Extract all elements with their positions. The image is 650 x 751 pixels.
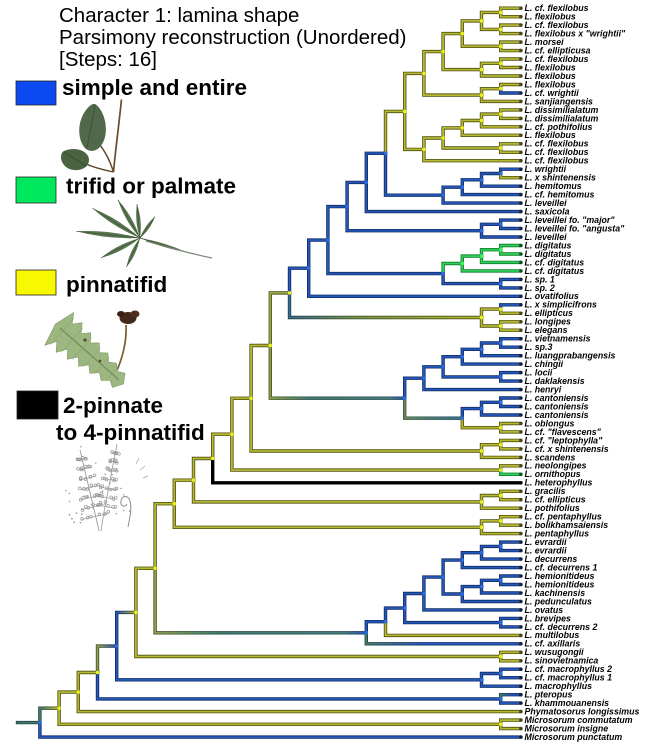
svg-text:L. cf. flexilobus: L. cf. flexilobus (525, 54, 589, 64)
svg-text:L. sanjiangensis: L. sanjiangensis (525, 96, 594, 106)
svg-text:L. daklakensis: L. daklakensis (525, 376, 585, 386)
svg-text:L. decurrens: L. decurrens (525, 554, 578, 564)
svg-text:L. cf. flexilobus: L. cf. flexilobus (525, 147, 589, 157)
svg-text:L. digitatus: L. digitatus (525, 249, 572, 259)
svg-text:L. flexilobus: L. flexilobus (525, 62, 576, 72)
svg-text:L. cf. flexilobus: L. cf. flexilobus (525, 20, 589, 30)
svg-text:L. cf. x shintenensis: L. cf. x shintenensis (525, 444, 609, 454)
svg-text:L. cf. macrophyllus 1: L. cf. macrophyllus 1 (525, 673, 613, 683)
svg-text:L. pteropus: L. pteropus (525, 690, 573, 700)
svg-text:trifid or palmate: trifid or palmate (66, 174, 236, 199)
svg-text:L. leveillei: L. leveillei (525, 198, 568, 208)
svg-text:L. pothifolius: L. pothifolius (525, 503, 580, 513)
svg-text:L. cf. digitatus: L. cf. digitatus (525, 266, 585, 276)
svg-text:L. cf. macrophyllus 2: L. cf. macrophyllus 2 (525, 664, 613, 674)
svg-text:L. leveillei fo. "major": L. leveillei fo. "major" (525, 215, 616, 225)
svg-text:L. hemionitideus: L. hemionitideus (525, 571, 595, 581)
svg-text:L. flexilobus x "wrightii": L. flexilobus x "wrightii" (525, 29, 627, 39)
svg-text:L. sinovietnamica: L. sinovietnamica (525, 656, 599, 666)
svg-text:L. hemitomus: L. hemitomus (525, 181, 582, 191)
svg-text:L. ellipticus: L. ellipticus (525, 308, 573, 318)
svg-text:simple and entire: simple and entire (62, 75, 247, 100)
svg-text:L. neolongipes: L. neolongipes (525, 461, 587, 471)
svg-text:L. longipes: L. longipes (525, 317, 572, 327)
svg-text:L. morsei: L. morsei (525, 37, 565, 47)
svg-text:L. cantoniensis: L. cantoniensis (525, 410, 589, 420)
svg-text:L. evrardii: L. evrardii (525, 546, 568, 556)
svg-text:L. x simplicifrons: L. x simplicifrons (525, 300, 597, 310)
svg-text:L. saxicola: L. saxicola (525, 207, 570, 217)
svg-text:L. henryi: L. henryi (525, 385, 562, 395)
svg-text:L. flexilobus: L. flexilobus (525, 12, 576, 22)
svg-text:L. scandens: L. scandens (525, 452, 576, 462)
svg-text:L. chingii: L. chingii (525, 359, 564, 369)
svg-text:L. sp. 1: L. sp. 1 (525, 274, 555, 284)
svg-text:L. cantoniensis: L. cantoniensis (525, 393, 589, 403)
svg-text:L. ornithopus: L. ornithopus (525, 469, 581, 479)
svg-text:L. pentaphyllus: L. pentaphyllus (525, 529, 590, 539)
svg-text:L. vietnamensis: L. vietnamensis (525, 334, 591, 344)
svg-text:L. digitatus: L. digitatus (525, 240, 572, 250)
svg-text:L. wrightii: L. wrightii (525, 164, 567, 174)
svg-text:L. elegans: L. elegans (525, 325, 568, 335)
svg-text:L. dissimilialatum: L. dissimilialatum (525, 105, 599, 115)
svg-text:L. cf. hemitomus: L. cf. hemitomus (525, 190, 595, 200)
svg-text:L. flexilobus: L. flexilobus (525, 71, 576, 81)
svg-text:L. cf. decurrens 1: L. cf. decurrens 1 (525, 563, 598, 573)
svg-text:Microsorum commutatum: Microsorum commutatum (525, 715, 633, 725)
svg-text:Microsorum insigne: Microsorum insigne (525, 724, 609, 734)
svg-text:L. leveillei fo. "angusta": L. leveillei fo. "angusta" (525, 223, 626, 233)
svg-text:L. hemionitideus: L. hemionitideus (525, 579, 595, 589)
svg-text:L. cf. wrightii: L. cf. wrightii (525, 88, 580, 98)
svg-text:L. multilobus: L. multilobus (525, 630, 580, 640)
svg-text:L. cf. ellipticus: L. cf. ellipticus (525, 495, 586, 505)
svg-text:L. cf. pothifolius: L. cf. pothifolius (525, 122, 593, 132)
svg-text:L. dissimilialatum: L. dissimilialatum (525, 113, 599, 123)
svg-text:L. cf. flexilobus: L. cf. flexilobus (525, 156, 589, 166)
svg-text:L. cf. flexilobus: L. cf. flexilobus (525, 139, 589, 149)
svg-text:L. x shintenensis: L. x shintenensis (525, 173, 596, 183)
svg-text:L. cf. decurrens 2: L. cf. decurrens 2 (525, 622, 598, 632)
svg-text:2-pinnate: 2-pinnate (63, 393, 163, 418)
svg-text:L. cf. "flavescens": L. cf. "flavescens" (525, 427, 602, 437)
svg-text:L. khammouanensis: L. khammouanensis (525, 698, 610, 708)
svg-text:pinnatifid: pinnatifid (66, 272, 167, 297)
svg-text:Microsorum punctatum: Microsorum punctatum (525, 732, 623, 742)
svg-text:L. luangprabangensis: L. luangprabangensis (525, 351, 616, 361)
svg-text:L. kachinensis: L. kachinensis (525, 588, 586, 598)
svg-text:L. flexilobus: L. flexilobus (525, 79, 576, 89)
svg-text:L. cf. "leptophylla": L. cf. "leptophylla" (525, 435, 604, 445)
svg-text:to 4-pinnatifid: to 4-pinnatifid (56, 420, 205, 445)
svg-text:L. ovatus: L. ovatus (525, 605, 564, 615)
svg-text:L. cf. flexilobus: L. cf. flexilobus (525, 3, 589, 13)
svg-text:L. sp.3: L. sp.3 (525, 342, 553, 352)
svg-text:L. gracilis: L. gracilis (525, 486, 566, 496)
svg-text:L. brevipes: L. brevipes (525, 613, 572, 623)
svg-text:L. cf. pentaphyllus: L. cf. pentaphyllus (525, 512, 602, 522)
svg-text:L. cantoniensis: L. cantoniensis (525, 401, 589, 411)
svg-text:Phymatosorus longissimus: Phymatosorus longissimus (525, 707, 640, 717)
svg-text:L. macrophyllus: L. macrophyllus (525, 681, 593, 691)
svg-text:L. bolikhamsaiensis: L. bolikhamsaiensis (525, 520, 609, 530)
svg-text:L. cf. digitatus: L. cf. digitatus (525, 257, 585, 267)
svg-text:L. cf. ellipticusa: L. cf. ellipticusa (525, 46, 591, 56)
svg-text:L. evrardii: L. evrardii (525, 537, 568, 547)
svg-text:L. wusugongii: L. wusugongii (525, 647, 585, 657)
svg-text:Character 1: lamina shape: Character 1: lamina shape (59, 4, 299, 27)
svg-text:L. sp. 2: L. sp. 2 (525, 283, 555, 293)
svg-text:L. flexilobus: L. flexilobus (525, 130, 576, 140)
svg-text:L. leveillei: L. leveillei (525, 232, 568, 242)
svg-text:L. locii: L. locii (525, 368, 553, 378)
svg-text:L. ovatifolius: L. ovatifolius (525, 291, 579, 301)
svg-text:L. heterophyllus: L. heterophyllus (525, 478, 593, 488)
svg-text:Parsimony reconstruction (Unor: Parsimony reconstruction (Unordered) (59, 26, 407, 49)
svg-text:L. pedunculatus: L. pedunculatus (525, 596, 593, 606)
svg-text:L. oblongus: L. oblongus (525, 418, 575, 428)
svg-text:[Steps: 16]: [Steps: 16] (59, 48, 157, 71)
svg-text:L. cf. axillaris: L. cf. axillaris (525, 639, 581, 649)
